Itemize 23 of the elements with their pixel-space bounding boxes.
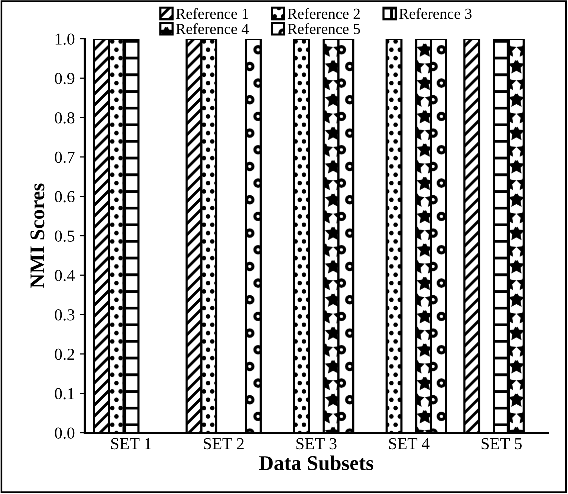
legend-label: Reference 4 — [176, 23, 250, 34]
y-tick-label: 0.6 — [55, 191, 75, 203]
y-tick-label: 1.0 — [56, 34, 75, 46]
y-tick-label: 0.8 — [55, 112, 75, 124]
legend-label: Reference 1 — [176, 8, 248, 20]
x-axis-title: Data Subsets — [259, 456, 374, 470]
y-tick-label: 0.5 — [55, 230, 75, 242]
x-tick-label: SET 5 — [482, 438, 522, 450]
y-tick-label: 0.1 — [55, 388, 74, 400]
legend-label: Reference 5 — [288, 23, 360, 34]
x-tick-label: SET 4 — [389, 438, 430, 450]
y-tick-label: 0.4 — [55, 270, 76, 282]
legend-label: Reference 3 — [399, 8, 472, 20]
x-tick-label: SET 3 — [296, 438, 337, 450]
x-tick-label: SET 1 — [111, 438, 152, 450]
y-tick-label: 0.9 — [55, 73, 75, 84]
y-tick-label: 0.2 — [55, 348, 74, 360]
y-axis-title: NMI Scores — [30, 184, 45, 288]
legend-label: Reference 2 — [288, 8, 360, 20]
y-tick-label: 0.7 — [55, 152, 75, 164]
x-tick-label: SET 2 — [204, 438, 244, 450]
y-tick-label: 0.3 — [55, 310, 75, 321]
y-tick-label: 0.0 — [55, 428, 75, 440]
